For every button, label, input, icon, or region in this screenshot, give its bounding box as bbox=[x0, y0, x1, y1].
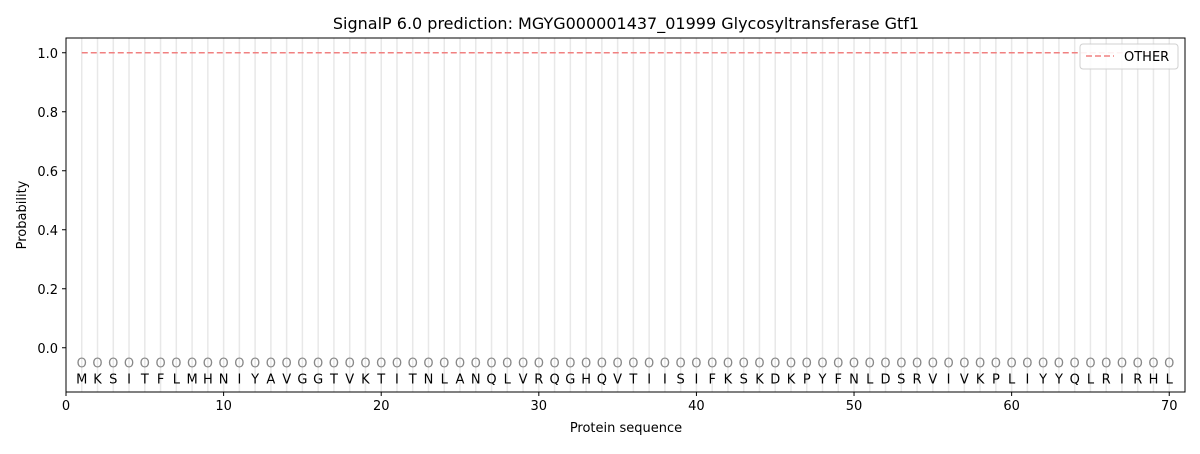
predicted-label: O bbox=[581, 357, 591, 372]
predicted-label: O bbox=[1101, 357, 1111, 372]
predicted-label: O bbox=[959, 357, 969, 372]
chart-title: SignalP 6.0 prediction: MGYG000001437_01… bbox=[333, 14, 919, 34]
predicted-label: O bbox=[250, 357, 260, 372]
predicted-label: O bbox=[660, 357, 670, 372]
predicted-label: O bbox=[518, 357, 528, 372]
predicted-label: O bbox=[865, 357, 875, 372]
predicted-label: O bbox=[266, 357, 276, 372]
predicted-label: O bbox=[786, 357, 796, 372]
predicted-label: O bbox=[360, 357, 370, 372]
predicted-label: O bbox=[833, 357, 843, 372]
predicted-label: O bbox=[471, 357, 481, 372]
predicted-label: O bbox=[329, 357, 339, 372]
predicted-label: O bbox=[313, 357, 323, 372]
x-axis-label: Protein sequence bbox=[570, 421, 682, 436]
predicted-label: O bbox=[534, 357, 544, 372]
predicted-label: O bbox=[880, 357, 890, 372]
x-tick-label: 60 bbox=[1003, 399, 1020, 414]
residue-sequence: MKSITFLMHNIYAVGGTVKTITNLANQLVRQGHQVTIISI… bbox=[76, 372, 1173, 387]
predicted-label: O bbox=[896, 357, 906, 372]
predicted-label: O bbox=[486, 357, 496, 372]
predicted-label: O bbox=[628, 357, 638, 372]
predicted-label: O bbox=[171, 357, 181, 372]
predicted-label: O bbox=[77, 357, 87, 372]
predicted-label: O bbox=[707, 357, 717, 372]
predicted-label: O bbox=[817, 357, 827, 372]
predicted-label: O bbox=[943, 357, 953, 372]
predicted-label: O bbox=[92, 357, 102, 372]
predicted-label: O bbox=[849, 357, 859, 372]
predicted-label: O bbox=[187, 357, 197, 372]
predicted-label: O bbox=[408, 357, 418, 372]
x-tick-label: 50 bbox=[846, 399, 863, 414]
y-tick-label: 1.0 bbox=[37, 47, 58, 62]
legend: OTHER bbox=[1079, 43, 1179, 70]
predicted-label: O bbox=[1133, 357, 1143, 372]
predicted-label: O bbox=[739, 357, 749, 372]
predicted-label: O bbox=[203, 357, 213, 372]
predicted-label: O bbox=[975, 357, 985, 372]
predicted-label: O bbox=[928, 357, 938, 372]
predicted-label: O bbox=[1117, 357, 1127, 372]
predicted-label: O bbox=[455, 357, 465, 372]
plot-frame bbox=[65, 37, 1186, 393]
predicted-label: O bbox=[1148, 357, 1158, 372]
x-tick-label: 0 bbox=[62, 399, 70, 414]
predicted-label: O bbox=[1007, 357, 1017, 372]
predicted-label: O bbox=[770, 357, 780, 372]
y-tick-label: 0.8 bbox=[37, 106, 58, 121]
predicted-label: O bbox=[676, 357, 686, 372]
predicted-label: O bbox=[423, 357, 433, 372]
predicted-label: O bbox=[155, 357, 165, 372]
predicted-label: O bbox=[1164, 357, 1174, 372]
predicted-label: O bbox=[613, 357, 623, 372]
predicted-label: O bbox=[297, 357, 307, 372]
y-tick-label: 0.0 bbox=[37, 342, 58, 357]
y-axis-label: Probability bbox=[15, 180, 30, 249]
predicted-label: O bbox=[565, 357, 575, 372]
predicted-label: O bbox=[1054, 357, 1064, 372]
predicted-label: O bbox=[140, 357, 150, 372]
predicted-label: O bbox=[754, 357, 764, 372]
predicted-label: O bbox=[1022, 357, 1032, 372]
x-tick-label: 40 bbox=[688, 399, 705, 414]
predicted-label: O bbox=[282, 357, 292, 372]
y-tick-label: 0.4 bbox=[37, 224, 58, 239]
predicted-label: O bbox=[108, 357, 118, 372]
predicted-label: O bbox=[234, 357, 244, 372]
predicted-label: O bbox=[1070, 357, 1080, 372]
predicted-label: O bbox=[502, 357, 512, 372]
y-tick-label: 0.2 bbox=[37, 283, 58, 298]
predicted-label: O bbox=[1085, 357, 1095, 372]
predicted-label: O bbox=[549, 357, 559, 372]
x-tick-label: 70 bbox=[1161, 399, 1178, 414]
x-tick-label: 30 bbox=[531, 399, 548, 414]
y-tick-label: 0.6 bbox=[37, 165, 58, 180]
predicted-label: O bbox=[644, 357, 654, 372]
predicted-label: O bbox=[597, 357, 607, 372]
predicted-label: O bbox=[691, 357, 701, 372]
x-tick-label: 10 bbox=[215, 399, 232, 414]
predicted-label: O bbox=[439, 357, 449, 372]
predicted-label: O bbox=[345, 357, 355, 372]
predicted-label: O bbox=[392, 357, 402, 372]
predicted-label: O bbox=[376, 357, 386, 372]
predicted-label: O bbox=[723, 357, 733, 372]
predicted-label: O bbox=[218, 357, 228, 372]
x-tick-label: 20 bbox=[373, 399, 390, 414]
predicted-label: O bbox=[991, 357, 1001, 372]
predicted-label: O bbox=[802, 357, 812, 372]
predicted-label: O bbox=[124, 357, 134, 372]
predicted-label: O bbox=[1038, 357, 1048, 372]
predicted-label: O bbox=[912, 357, 922, 372]
legend-label-other: OTHER bbox=[1124, 50, 1169, 65]
